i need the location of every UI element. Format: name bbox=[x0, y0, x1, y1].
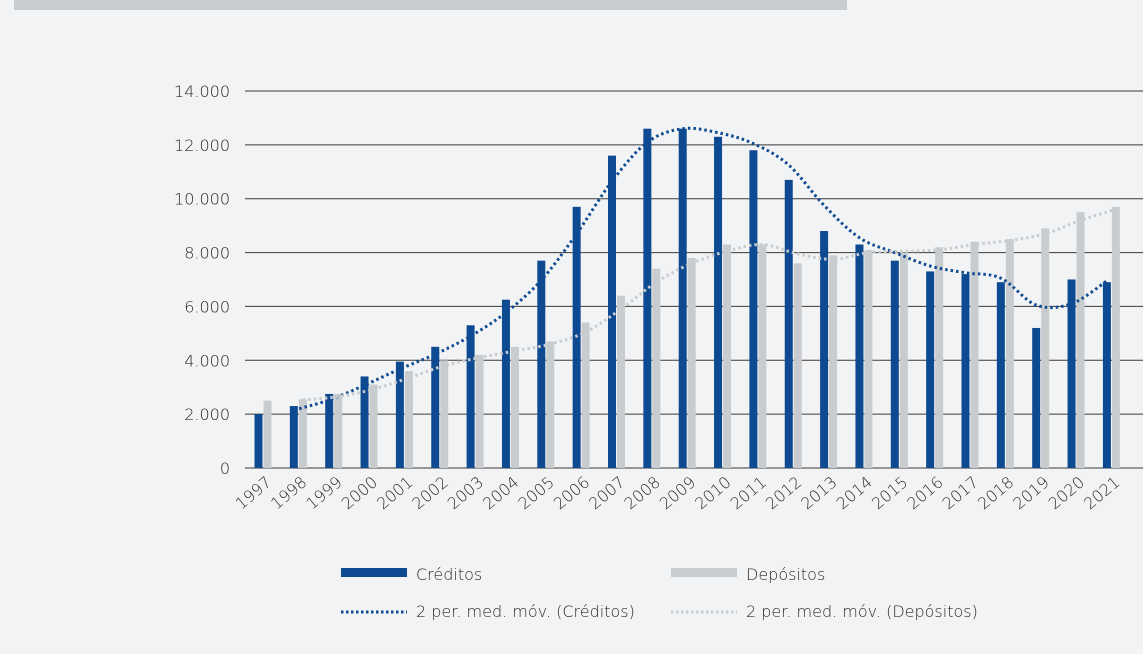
bar-depositos-1997 bbox=[263, 400, 272, 468]
x-tick-label-2016: 2016 bbox=[903, 473, 946, 514]
y-tick-label: 0 bbox=[220, 459, 230, 478]
x-tick-label-2014: 2014 bbox=[833, 473, 876, 514]
y-tick-label: 4.000 bbox=[184, 351, 230, 370]
bar-creditos-2008 bbox=[643, 128, 652, 468]
y-tick-label: 12.000 bbox=[174, 136, 230, 155]
bar-depositos-2011 bbox=[758, 244, 767, 468]
trendline-creditos bbox=[293, 126, 1108, 412]
bar-depositos-2000 bbox=[369, 384, 378, 468]
legend-label-creditos: Créditos bbox=[416, 565, 482, 584]
bar-depositos-2003 bbox=[475, 354, 484, 468]
bar-creditos-2013 bbox=[820, 231, 829, 468]
bar-depositos-2020 bbox=[1076, 212, 1085, 468]
bar-depositos-2015 bbox=[899, 252, 908, 468]
x-tick-label-2009: 2009 bbox=[656, 473, 699, 514]
bar-creditos-2002 bbox=[431, 346, 440, 468]
x-tick-label-1997: 1997 bbox=[232, 473, 275, 514]
bar-depositos-2021 bbox=[1111, 206, 1120, 469]
bar-depositos-2010 bbox=[723, 244, 732, 468]
bar-depositos-2008 bbox=[652, 268, 661, 468]
bar-creditos-2007 bbox=[608, 155, 616, 468]
x-tick-label-1998: 1998 bbox=[267, 473, 310, 514]
x-tick-label-2006: 2006 bbox=[550, 473, 593, 514]
bar-depositos-2013 bbox=[829, 255, 838, 468]
bar-creditos-2014 bbox=[855, 244, 864, 468]
bar-depositos-2019 bbox=[1041, 228, 1050, 468]
bars bbox=[254, 128, 1120, 469]
bar-depositos-2001 bbox=[404, 371, 413, 468]
bar-creditos-2018 bbox=[996, 282, 1005, 468]
bar-depositos-2009 bbox=[687, 257, 696, 468]
bar-creditos-1998 bbox=[289, 406, 298, 468]
y-tick-label: 2.000 bbox=[184, 405, 230, 424]
bar-creditos-2021 bbox=[1102, 282, 1111, 468]
x-tick-label-2007: 2007 bbox=[585, 473, 628, 514]
trendlines bbox=[293, 126, 1117, 412]
x-tick-label-2015: 2015 bbox=[868, 473, 911, 514]
y-axis: 0 2.000 4.000 6.000 8.000 10.000 12.000 14.000 bbox=[174, 82, 230, 478]
bar-depositos-2014 bbox=[864, 249, 873, 468]
x-tick-label-2019: 2019 bbox=[1009, 473, 1052, 514]
bar-creditos-2019 bbox=[1032, 327, 1041, 468]
bar-depositos-2004 bbox=[510, 346, 519, 468]
y-tick-label: 8.000 bbox=[184, 244, 230, 263]
bar-creditos-2009 bbox=[678, 128, 687, 468]
x-tick-label-2012: 2012 bbox=[762, 473, 805, 514]
top-accent-bar bbox=[14, 0, 847, 10]
bar-depositos-2018 bbox=[1005, 239, 1014, 468]
bar-creditos-2017 bbox=[961, 274, 970, 468]
bar-creditos-2012 bbox=[784, 179, 793, 468]
x-tick-label-2002: 2002 bbox=[408, 473, 451, 514]
bar-depositos-2012 bbox=[793, 263, 802, 468]
y-tick-label: 6.000 bbox=[184, 297, 230, 316]
bar-creditos-2005 bbox=[537, 260, 546, 468]
bar-creditos-2001 bbox=[395, 361, 404, 468]
trendline-depositos bbox=[302, 208, 1117, 402]
x-tick-label-2001: 2001 bbox=[373, 473, 416, 514]
bar-creditos-2011 bbox=[749, 150, 758, 468]
bar-creditos-2016 bbox=[926, 271, 935, 468]
y-tick-label: 14.000 bbox=[174, 82, 230, 101]
legend: Créditos Depósitos 2 per. med. móv. (Cré… bbox=[341, 565, 978, 621]
bar-depositos-2007 bbox=[617, 295, 625, 468]
x-tick-label-2005: 2005 bbox=[514, 473, 557, 514]
legend-label-creditos-trend: 2 per. med. móv. (Créditos) bbox=[416, 602, 635, 621]
x-tick-label-2021: 2021 bbox=[1080, 473, 1123, 514]
bar-depositos-2017 bbox=[970, 241, 979, 468]
x-tick-label-2008: 2008 bbox=[621, 473, 664, 514]
x-tick-label-2020: 2020 bbox=[1045, 473, 1088, 514]
bar-depositos-1999 bbox=[334, 393, 343, 468]
x-tick-label-2018: 2018 bbox=[974, 473, 1017, 514]
bar-depositos-2006 bbox=[581, 322, 590, 468]
x-tick-label-1999: 1999 bbox=[302, 473, 345, 514]
bar-creditos-2003 bbox=[466, 325, 475, 468]
legend-label-depositos: Depósitos bbox=[746, 565, 825, 584]
x-tick-label-2011: 2011 bbox=[727, 473, 770, 514]
bar-creditos-1999 bbox=[325, 393, 334, 468]
x-tick-label-2010: 2010 bbox=[691, 473, 734, 514]
bar-creditos-2020 bbox=[1067, 279, 1076, 468]
x-tick-label-2017: 2017 bbox=[939, 473, 982, 514]
bar-depositos-2005 bbox=[546, 341, 555, 468]
bar-creditos-2004 bbox=[501, 299, 510, 468]
x-tick-label-2000: 2000 bbox=[338, 473, 381, 514]
x-tick-label-2004: 2004 bbox=[479, 473, 522, 514]
bar-creditos-1997 bbox=[254, 414, 263, 468]
bar-creditos-2010 bbox=[714, 136, 723, 468]
x-tick-label-2003: 2003 bbox=[444, 473, 487, 514]
legend-swatch-depositos bbox=[671, 568, 737, 577]
gridlines bbox=[245, 90, 1143, 469]
bar-depositos-2002 bbox=[440, 360, 449, 468]
x-axis: 1997199819992000200120022003200420052006… bbox=[232, 473, 1124, 514]
legend-label-depositos-trend: 2 per. med. móv. (Depósitos) bbox=[746, 602, 978, 621]
legend-swatch-creditos bbox=[341, 568, 407, 577]
x-tick-label-2013: 2013 bbox=[797, 473, 840, 514]
bar-depositos-1998 bbox=[298, 399, 307, 468]
bar-depositos-2016 bbox=[935, 247, 944, 468]
bar-creditos-2015 bbox=[890, 260, 899, 468]
bar-creditos-2000 bbox=[360, 376, 369, 468]
y-tick-label: 10.000 bbox=[174, 190, 230, 209]
